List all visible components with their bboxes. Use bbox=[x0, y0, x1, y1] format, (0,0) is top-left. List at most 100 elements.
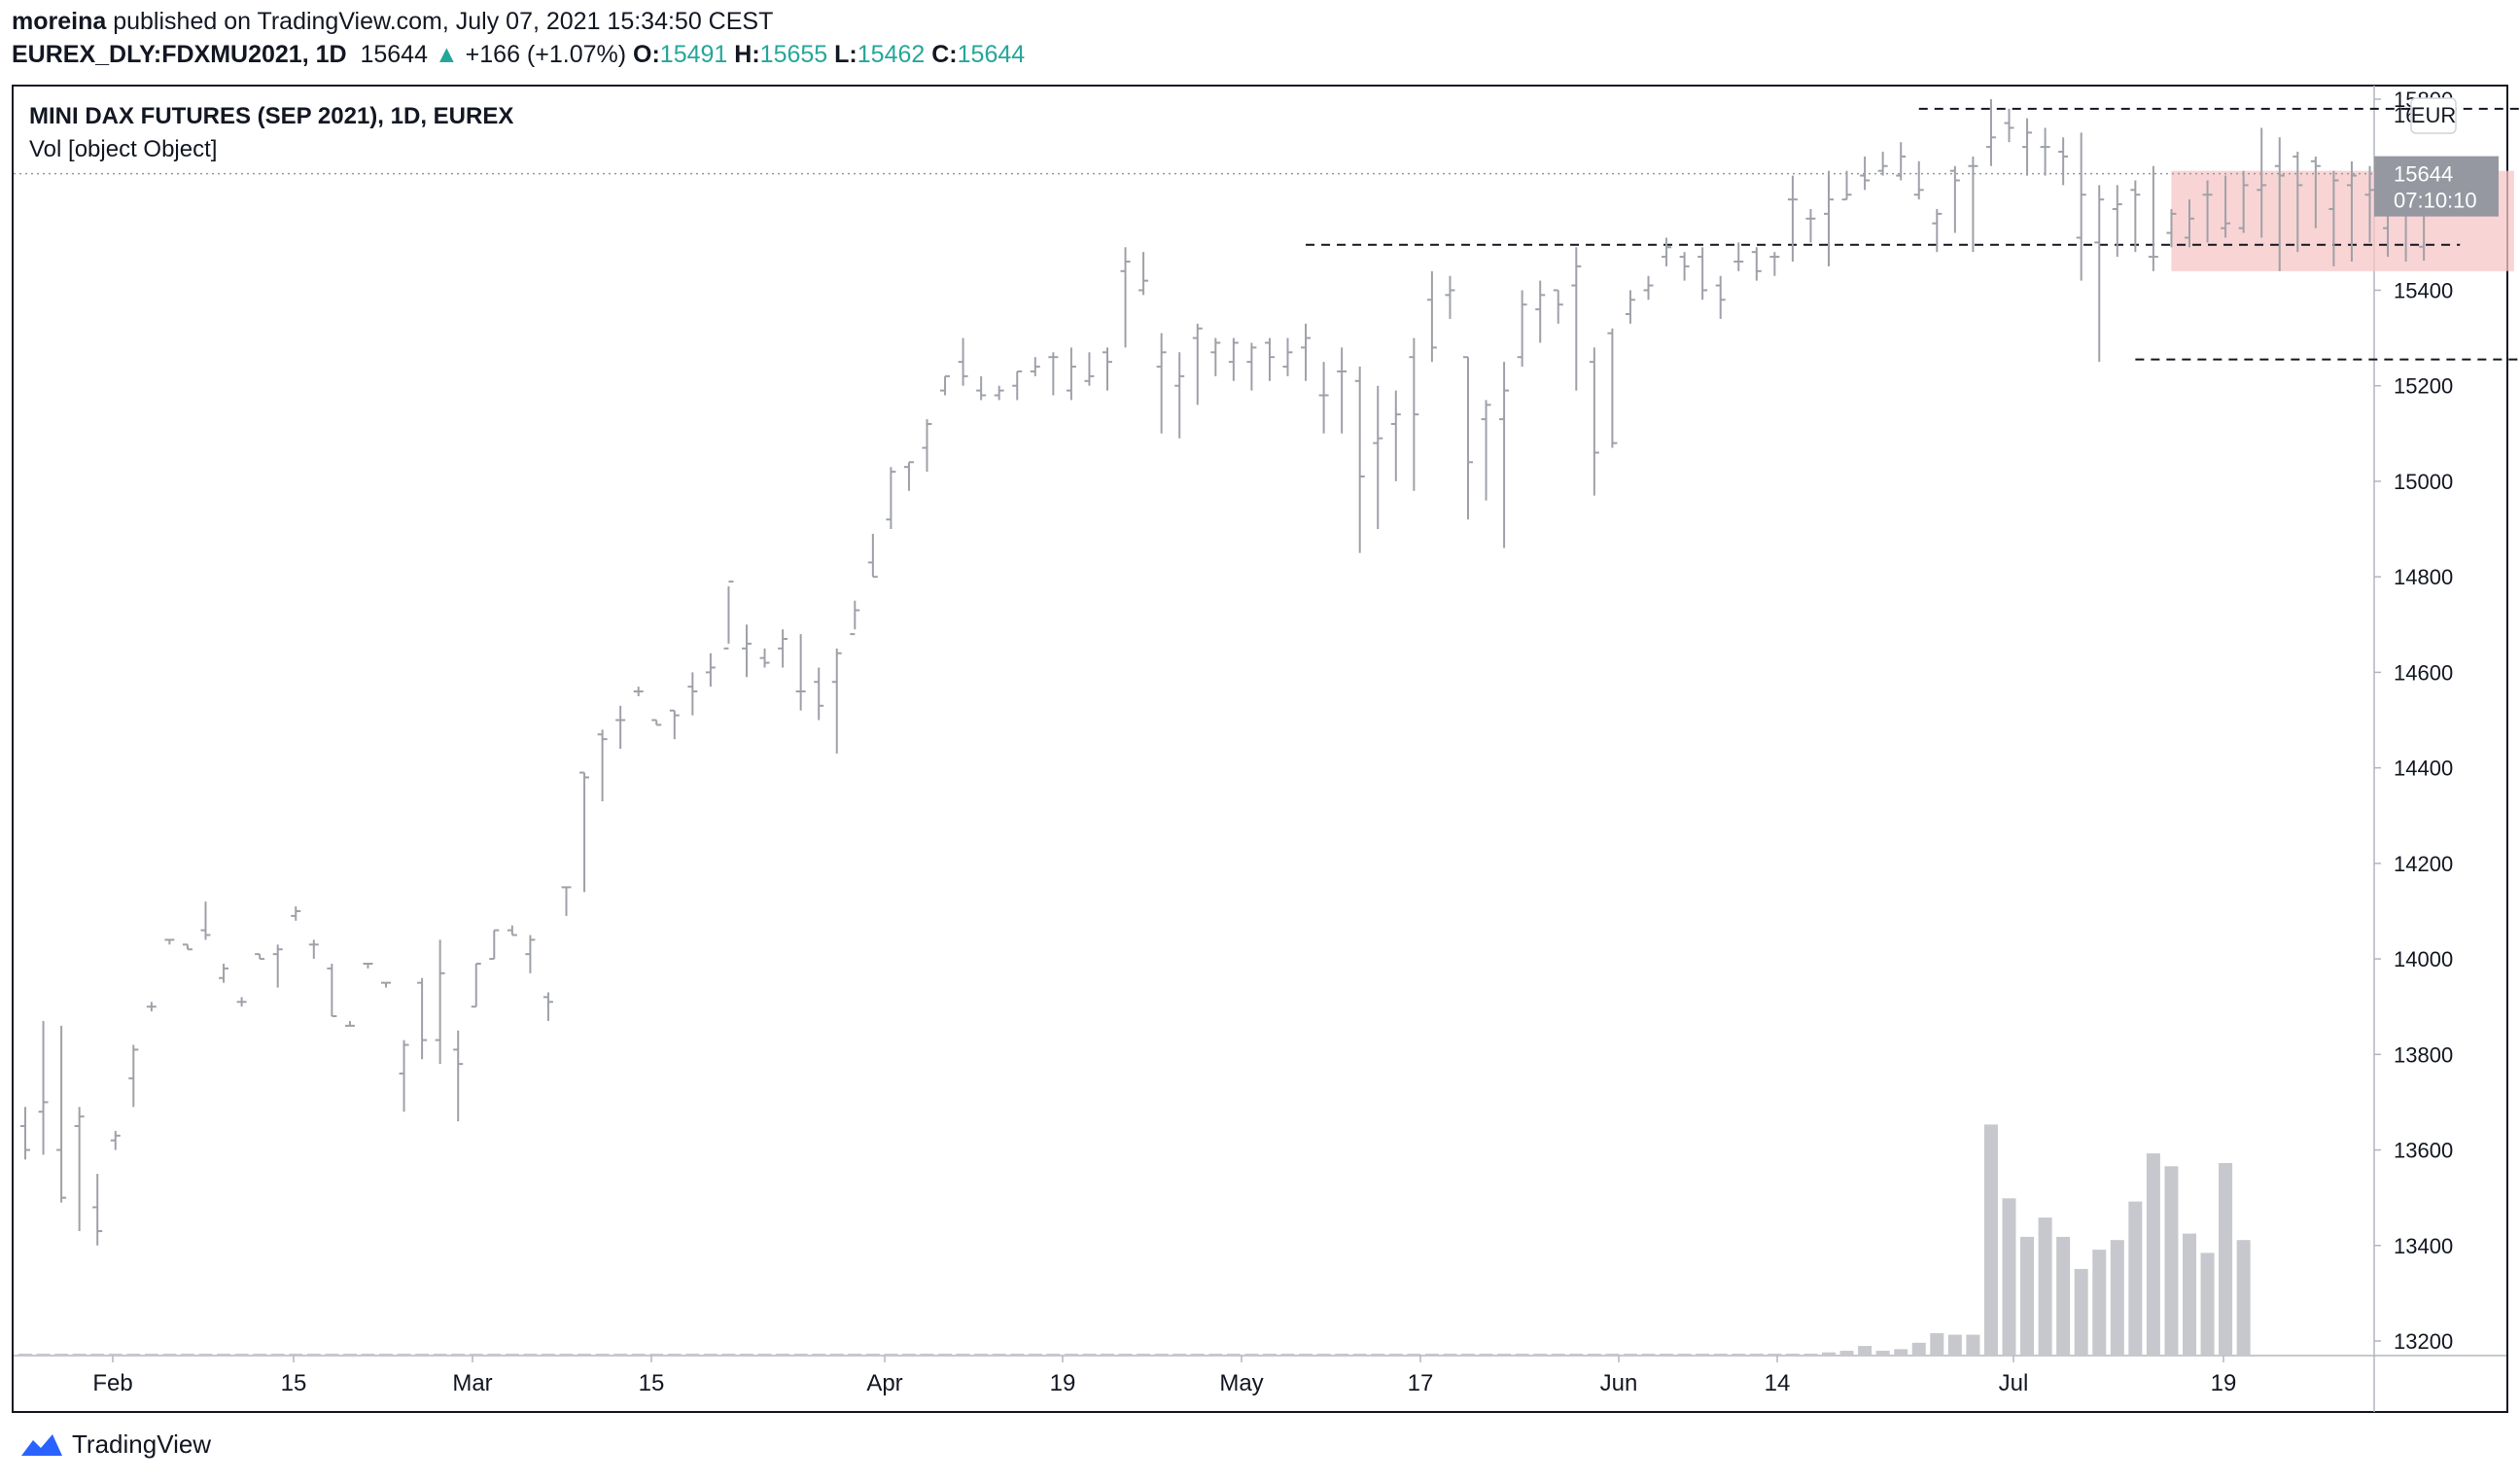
volume-legend[interactable]: Vol [object Object] bbox=[29, 136, 218, 162]
chart-title[interactable]: MINI DAX FUTURES (SEP 2021), 1D, EUREX bbox=[29, 103, 514, 129]
up-arrow-icon: ▲ bbox=[434, 41, 459, 68]
ohlc-bar bbox=[1210, 337, 1221, 376]
price-tick-label: 14600 bbox=[2394, 660, 2453, 685]
ohlc-bar bbox=[922, 419, 932, 473]
ohlc-bar bbox=[435, 939, 445, 1065]
currency-badge[interactable] bbox=[2410, 97, 2457, 134]
ohlc-bar bbox=[2040, 127, 2050, 176]
volume-bar bbox=[1226, 1354, 1241, 1356]
time-tick-label: Jun bbox=[1600, 1370, 1638, 1396]
volume-bar bbox=[1623, 1354, 1637, 1356]
last-price-tag-value: 15644 bbox=[2394, 162, 2453, 187]
time-tick-label: Feb bbox=[92, 1370, 132, 1396]
ohlc-bar bbox=[1084, 352, 1095, 386]
close-label: C: bbox=[931, 41, 958, 68]
ohlc-bar bbox=[2328, 170, 2339, 266]
price-tick-label: 13800 bbox=[2394, 1042, 2453, 1067]
ohlc-bar bbox=[146, 1002, 157, 1012]
volume-bar bbox=[144, 1354, 158, 1356]
ohlc-bar bbox=[182, 943, 192, 951]
horizontal-levels bbox=[1306, 107, 2520, 361]
volume-bar bbox=[901, 1354, 916, 1356]
ohlc-bar bbox=[1824, 170, 1834, 266]
volume-bar bbox=[1388, 1354, 1403, 1356]
ohlc-bar bbox=[1841, 170, 1852, 201]
ohlc-bar bbox=[381, 981, 391, 988]
volume-bar bbox=[1010, 1354, 1025, 1356]
volume-bar bbox=[2092, 1250, 2107, 1356]
price-tick-label: 15200 bbox=[2394, 374, 2453, 399]
volume-bar bbox=[1875, 1351, 1890, 1356]
ohlc-bar bbox=[1751, 247, 1762, 281]
volume-bar bbox=[1479, 1354, 1493, 1356]
footer-brand[interactable]: TradingView bbox=[19, 1429, 211, 1460]
volume-bar bbox=[1749, 1354, 1764, 1356]
ohlc-bar bbox=[20, 1107, 30, 1160]
ohlc-bar bbox=[2148, 165, 2158, 271]
price-tick-label: 13400 bbox=[2394, 1234, 2453, 1258]
volume-bar bbox=[1280, 1354, 1295, 1356]
volume-bar bbox=[721, 1354, 736, 1356]
volume-bar bbox=[974, 1354, 989, 1356]
volume-bar bbox=[505, 1354, 519, 1356]
volume-bar bbox=[108, 1354, 122, 1356]
bar-countdown: 07:10:10 bbox=[2394, 189, 2477, 213]
ohlc-bar bbox=[742, 624, 752, 678]
volume-bar bbox=[487, 1354, 502, 1356]
ohlc-bar bbox=[453, 1030, 464, 1122]
ohlc-bar bbox=[2364, 165, 2375, 243]
ohlc-bar bbox=[1445, 275, 1455, 319]
author-name[interactable]: moreina bbox=[12, 8, 107, 35]
price-tick-label: 15400 bbox=[2394, 278, 2453, 302]
ohlc-bar bbox=[2274, 137, 2285, 271]
ohlc-bar bbox=[1409, 337, 1419, 491]
ohlc-bar bbox=[1607, 328, 1618, 448]
volume-bar bbox=[469, 1354, 483, 1356]
price-tick-label: 14400 bbox=[2394, 757, 2453, 781]
ohlc-bar bbox=[2310, 156, 2321, 229]
ohlc-bar bbox=[1426, 270, 1437, 363]
ohlc-bar bbox=[1553, 289, 1563, 324]
ohlc-bar bbox=[1138, 252, 1149, 296]
volume-bar bbox=[217, 1354, 231, 1356]
volume-bar bbox=[1551, 1354, 1565, 1356]
ohlc-bar bbox=[651, 719, 662, 726]
price-tick-label: 13200 bbox=[2394, 1329, 2453, 1354]
ohlc-bar bbox=[1120, 247, 1131, 348]
volume-bar bbox=[2074, 1268, 2088, 1356]
volume-bar bbox=[1858, 1346, 1872, 1356]
brand-name: TradingView bbox=[72, 1429, 212, 1459]
volume-bar bbox=[578, 1354, 592, 1356]
ohlc-bar bbox=[1517, 290, 1527, 368]
ohlc-bar bbox=[1463, 356, 1473, 520]
high-label: H: bbox=[734, 41, 760, 68]
high-value: 15655 bbox=[759, 41, 828, 68]
ohlc-bar bbox=[1769, 252, 1780, 276]
price-tick-label: 14200 bbox=[2394, 852, 2453, 876]
ohlc-bar bbox=[886, 467, 896, 530]
volume-bar bbox=[1803, 1354, 1818, 1356]
volume-bar bbox=[1641, 1354, 1656, 1356]
open-label: O: bbox=[633, 41, 660, 68]
last-price-tag: 15644 07:10:10 bbox=[2374, 156, 2499, 217]
volume-bar bbox=[793, 1354, 808, 1356]
symbol-label: EUREX_DLY:FDXMU2021, 1D bbox=[12, 41, 347, 68]
ohlc-bar bbox=[399, 1040, 409, 1112]
ohlc-bar bbox=[2221, 175, 2231, 238]
low-value: 15462 bbox=[857, 41, 926, 68]
ohlc-bar bbox=[795, 634, 806, 711]
price-tick-label: 14000 bbox=[2394, 947, 2453, 971]
volume-bar bbox=[1587, 1354, 1601, 1356]
ohlc-bar bbox=[272, 944, 283, 988]
ohlc-bar bbox=[1481, 400, 1491, 501]
volume-bar bbox=[703, 1354, 718, 1356]
price-change: +166 (+1.07%) bbox=[465, 41, 627, 68]
volume-bar bbox=[740, 1354, 753, 1356]
volume-bar bbox=[1064, 1354, 1078, 1356]
ohlc-bar bbox=[1698, 247, 1708, 300]
ohlc-bar bbox=[2094, 185, 2105, 363]
ohlc-bar bbox=[940, 374, 951, 396]
price-tick-label: 14800 bbox=[2394, 565, 2453, 589]
volume-bar bbox=[2020, 1236, 2035, 1356]
